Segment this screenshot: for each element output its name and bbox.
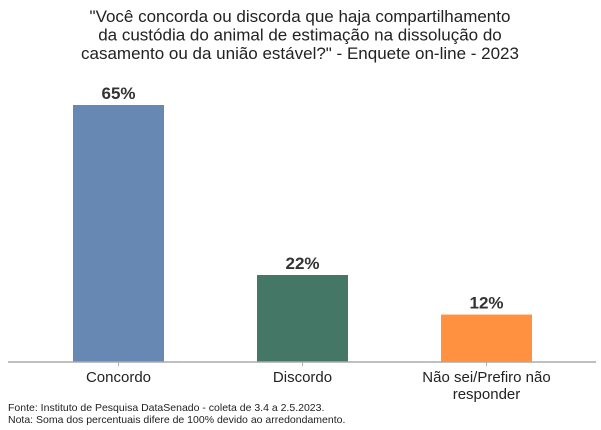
footnote-source: Fonte: Instituto de Pesquisa DataSenado … xyxy=(8,402,324,414)
bar xyxy=(257,275,348,362)
bar xyxy=(441,314,532,362)
category-label: Não sei/Prefiro não xyxy=(422,369,550,386)
title-line: casamento ou da união estável?" - Enquet… xyxy=(81,44,519,63)
bar xyxy=(73,105,164,362)
title-line: da custódia do animal de estimação na di… xyxy=(98,26,502,45)
footnote-note: Nota: Soma dos percentuais difere de 100… xyxy=(8,414,345,426)
bars: 65% 22% 12% xyxy=(73,84,532,362)
title-line: "Você concorda ou discorda que haja comp… xyxy=(90,7,511,26)
chart-title: "Você concorda ou discorda que haja comp… xyxy=(81,7,519,63)
data-label: 12% xyxy=(469,294,503,313)
category-label: Discordo xyxy=(273,369,332,386)
data-label: 65% xyxy=(101,84,135,103)
data-label: 22% xyxy=(285,254,319,273)
category-label: responder xyxy=(453,386,521,403)
category-labels: Concordo Discordo Não sei/Prefiro nãorespo… xyxy=(86,362,551,403)
category-label: Concordo xyxy=(86,369,151,386)
